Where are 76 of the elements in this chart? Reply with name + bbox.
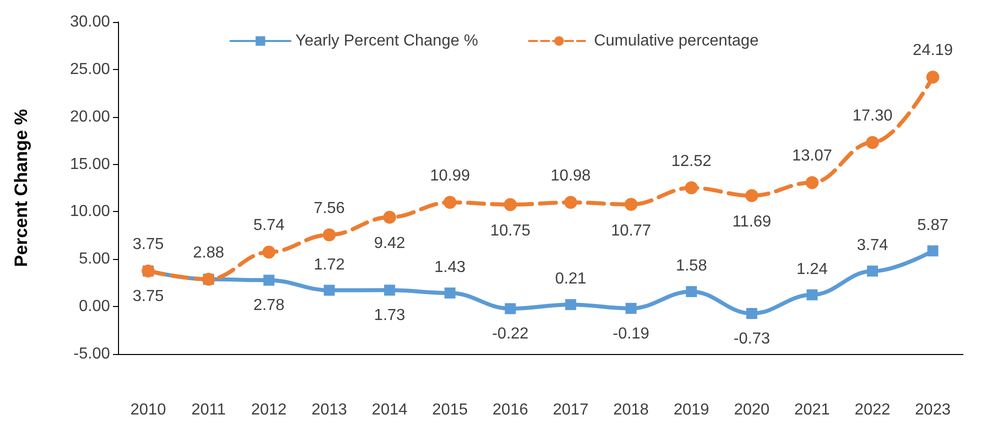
x-tick-label: 2012: [251, 402, 287, 418]
point: [504, 198, 517, 212]
x-tick-label: 2020: [734, 402, 770, 418]
point: [927, 245, 938, 256]
x-tick-label: 2013: [311, 402, 348, 418]
point: [926, 70, 940, 84]
x-tick-label: 2017: [552, 402, 589, 418]
point: [444, 288, 456, 299]
data-label: 12.52: [671, 152, 712, 170]
data-label: 3.74: [856, 237, 888, 254]
point: [684, 181, 698, 194]
legend-label: Yearly Percent Change %: [295, 32, 478, 50]
data-label: 5.87: [917, 216, 948, 234]
data-label: 10.99: [430, 167, 470, 184]
data-label: 5.74: [253, 217, 285, 234]
data-label: 2.78: [253, 297, 285, 314]
legend-label: Cumulative percentage: [594, 32, 759, 50]
data-label: -0.19: [612, 325, 650, 342]
point: [263, 274, 274, 286]
data-label: 7.56: [314, 200, 345, 217]
data-label: -0.73: [734, 330, 770, 348]
data-label: 0.21: [555, 270, 586, 288]
x-tick-label: 2016: [492, 402, 528, 418]
x-tick-label: 2019: [674, 402, 710, 418]
data-label: 1.58: [676, 258, 708, 275]
data-label: 11.69: [732, 214, 772, 231]
point: [745, 189, 758, 202]
y-axis-title: Percent Change %: [11, 108, 31, 268]
y-tick-label: 15.00: [70, 156, 110, 173]
data-label: 13.07: [792, 148, 832, 165]
y-tick-label: 0.00: [78, 298, 110, 316]
point: [686, 286, 697, 298]
point: [504, 303, 516, 314]
x-tick-label: 2018: [613, 402, 649, 418]
data-label: 9.42: [374, 235, 406, 252]
x-tick-label: 2022: [854, 402, 890, 418]
data-label: 10.98: [550, 167, 591, 184]
y-tick-label: 20.00: [70, 108, 110, 126]
point: [866, 136, 879, 149]
point: [443, 196, 456, 209]
y-tick-label: 30.00: [70, 14, 110, 30]
data-label: 1.72: [314, 256, 345, 274]
point: [262, 246, 276, 259]
point: [383, 210, 396, 224]
data-label: 1.24: [796, 260, 828, 278]
data-label: 24.19: [912, 42, 953, 60]
data-label: 1.73: [374, 307, 406, 324]
y-tick-label: 25.00: [70, 60, 110, 78]
x-tick-label: 2014: [372, 402, 408, 418]
x-tick-label: 2021: [794, 402, 830, 418]
point: [746, 308, 758, 319]
point: [322, 228, 336, 242]
data-label: 2.88: [192, 244, 224, 262]
data-label: 10.75: [490, 222, 530, 240]
data-label: 3.75: [132, 236, 164, 253]
y-tick-label: 5.00: [78, 250, 110, 268]
point: [866, 266, 878, 277]
y-tick-label: 10.00: [70, 203, 110, 220]
point: [624, 198, 638, 211]
y-tick-label: -5.00: [74, 346, 110, 362]
point: [324, 284, 335, 296]
data-label: 3.75: [132, 288, 164, 305]
x-tick-label: 2011: [191, 402, 226, 418]
point: [806, 176, 819, 190]
point: [626, 302, 637, 314]
point: [384, 284, 396, 296]
data-label: 17.30: [852, 107, 893, 124]
data-label: -0.22: [492, 326, 529, 343]
x-tick-label: 2010: [130, 402, 166, 418]
point: [565, 299, 576, 310]
x-tick-label: 2023: [915, 402, 951, 418]
point: [564, 196, 578, 209]
data-label: 1.43: [434, 259, 466, 276]
x-tick-label: 2015: [432, 402, 468, 418]
point: [806, 289, 818, 300]
data-label: 10.77: [611, 222, 652, 240]
